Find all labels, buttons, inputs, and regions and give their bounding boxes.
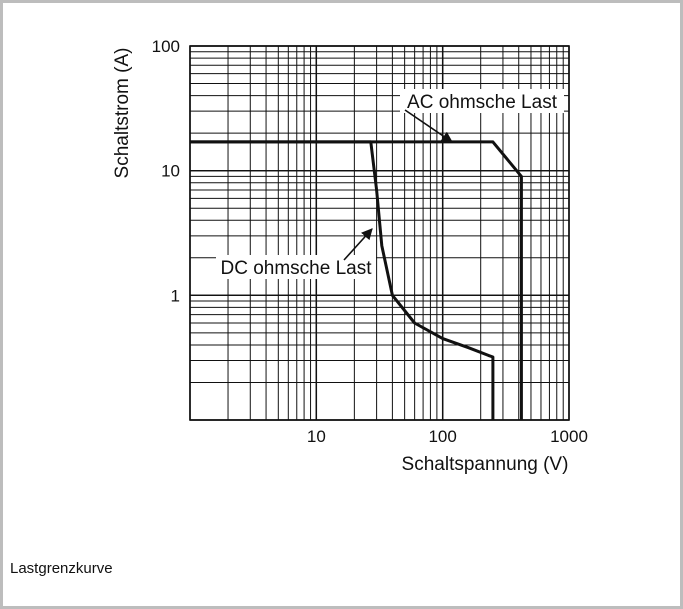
series-line-dc-ohmsche-last xyxy=(190,140,495,420)
x-axis-label: Schaltspannung (V) xyxy=(402,454,569,475)
load-limit-chart: 10 100 1000 100 10 1 AC ohmsche Last DC ohmsch… xyxy=(112,37,588,475)
annotation-background xyxy=(216,255,376,279)
y-tick-label: 10 xyxy=(161,162,180,181)
y-tick-label: 100 xyxy=(152,37,180,56)
annotation-label: AC ohmsche Last xyxy=(407,92,558,113)
y-tick-label: 1 xyxy=(171,286,180,305)
annotation-arrow xyxy=(404,109,453,143)
chart-curves xyxy=(190,140,523,420)
annotation-arrow xyxy=(343,228,373,261)
x-tick-label: 10 xyxy=(307,427,326,446)
x-tick-label: 1000 xyxy=(550,427,588,446)
x-tick-label: 100 xyxy=(428,427,456,446)
y-axis-label: Schaltstrom (A) xyxy=(112,48,133,179)
figure-caption: Lastgrenzkurve xyxy=(10,560,113,577)
series-line-ac-ohmsche-last xyxy=(190,140,523,420)
chart-ticks: 10 100 1000 100 10 1 xyxy=(152,37,588,446)
chart-annotations: AC ohmsche Last DC ohmsche Last xyxy=(216,89,564,279)
annotation-label: DC ohmsche Last xyxy=(220,258,372,279)
plot-frame xyxy=(189,45,570,421)
annotation-background xyxy=(400,89,564,113)
